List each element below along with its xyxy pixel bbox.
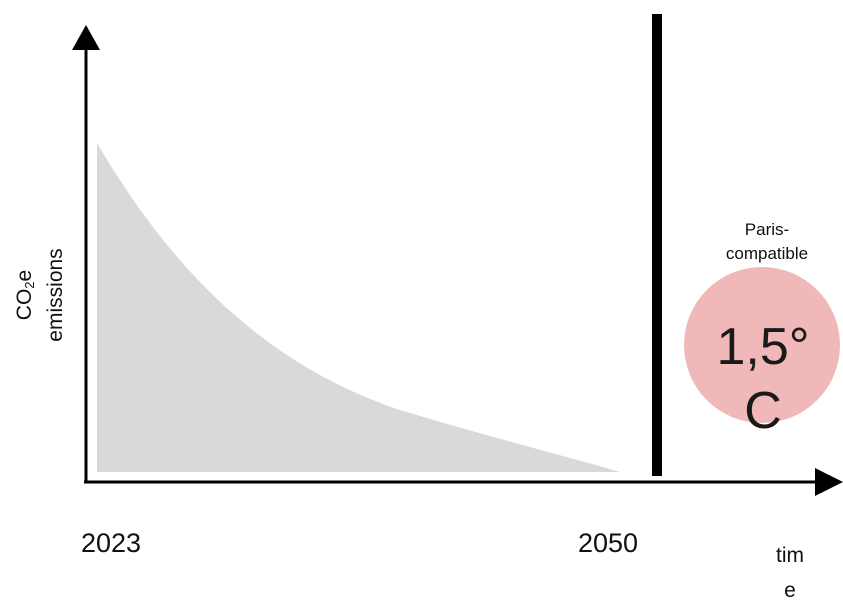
x-axis-arrowhead bbox=[815, 468, 843, 496]
temperature-target-value: 1,5° C bbox=[716, 318, 810, 440]
temperature-target-circle bbox=[684, 267, 840, 423]
emissions-area bbox=[97, 143, 620, 472]
x-axis-label-line2: e bbox=[784, 579, 796, 602]
x-tick-start-year: 2023 bbox=[81, 528, 142, 558]
x-axis-label-line1: tim bbox=[776, 544, 804, 567]
y-axis-label: CO2e emissions bbox=[13, 248, 67, 342]
emissions-diagram bbox=[72, 14, 843, 496]
y-axis-arrowhead bbox=[72, 25, 100, 50]
x-axis-label: tim e bbox=[760, 538, 820, 608]
paris-compatible-caption: Paris- compatible bbox=[725, 220, 809, 263]
x-tick-target-year: 2050 bbox=[578, 528, 639, 558]
target-year-bar bbox=[652, 14, 662, 476]
